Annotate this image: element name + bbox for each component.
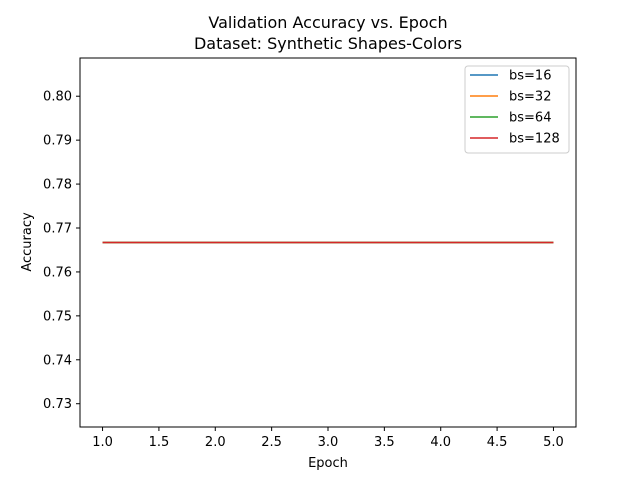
x-tick-label: 3.0 [318,435,339,450]
legend: bs=16 bs=32 bs=64 bs=128 [464,65,570,154]
y-tick-label: 0.80 [43,90,72,105]
y-axis-label: Accuracy [20,212,35,272]
x-tick-label: 2.0 [205,435,226,450]
x-tick-label: 2.5 [261,435,282,450]
x-tick-label: 4.0 [430,435,451,450]
x-axis-label: Epoch [308,456,348,471]
x-tick-label: 1.0 [92,435,113,450]
x-tick-label: 5.0 [543,435,564,450]
y-tick-label: 0.79 [43,134,72,149]
y-axis-ticks: 0.73 0.74 0.75 0.76 0.77 0.78 0.79 0.80 [43,90,80,412]
y-tick-label: 0.73 [43,397,72,412]
x-tick-label: 3.5 [374,435,395,450]
chart-title: Validation Accuracy vs. Epoch [208,13,447,32]
y-tick-label: 0.74 [43,353,72,368]
y-tick-label: 0.78 [43,178,72,193]
x-tick-label: 4.5 [487,435,508,450]
x-axis-ticks: 1.0 1.5 2.0 2.5 3.0 3.5 4.0 4.5 5.0 [92,427,564,450]
chart-subtitle: Dataset: Synthetic Shapes-Colors [194,34,462,53]
legend-label: bs=128 [509,132,560,147]
y-tick-label: 0.76 [43,265,72,280]
x-tick-label: 1.5 [149,435,170,450]
legend-box [464,65,570,154]
legend-label: bs=32 [509,90,551,105]
y-tick-label: 0.77 [43,222,72,237]
y-tick-label: 0.75 [43,309,72,324]
legend-label: bs=64 [509,111,551,126]
legend-label: bs=16 [509,69,551,84]
